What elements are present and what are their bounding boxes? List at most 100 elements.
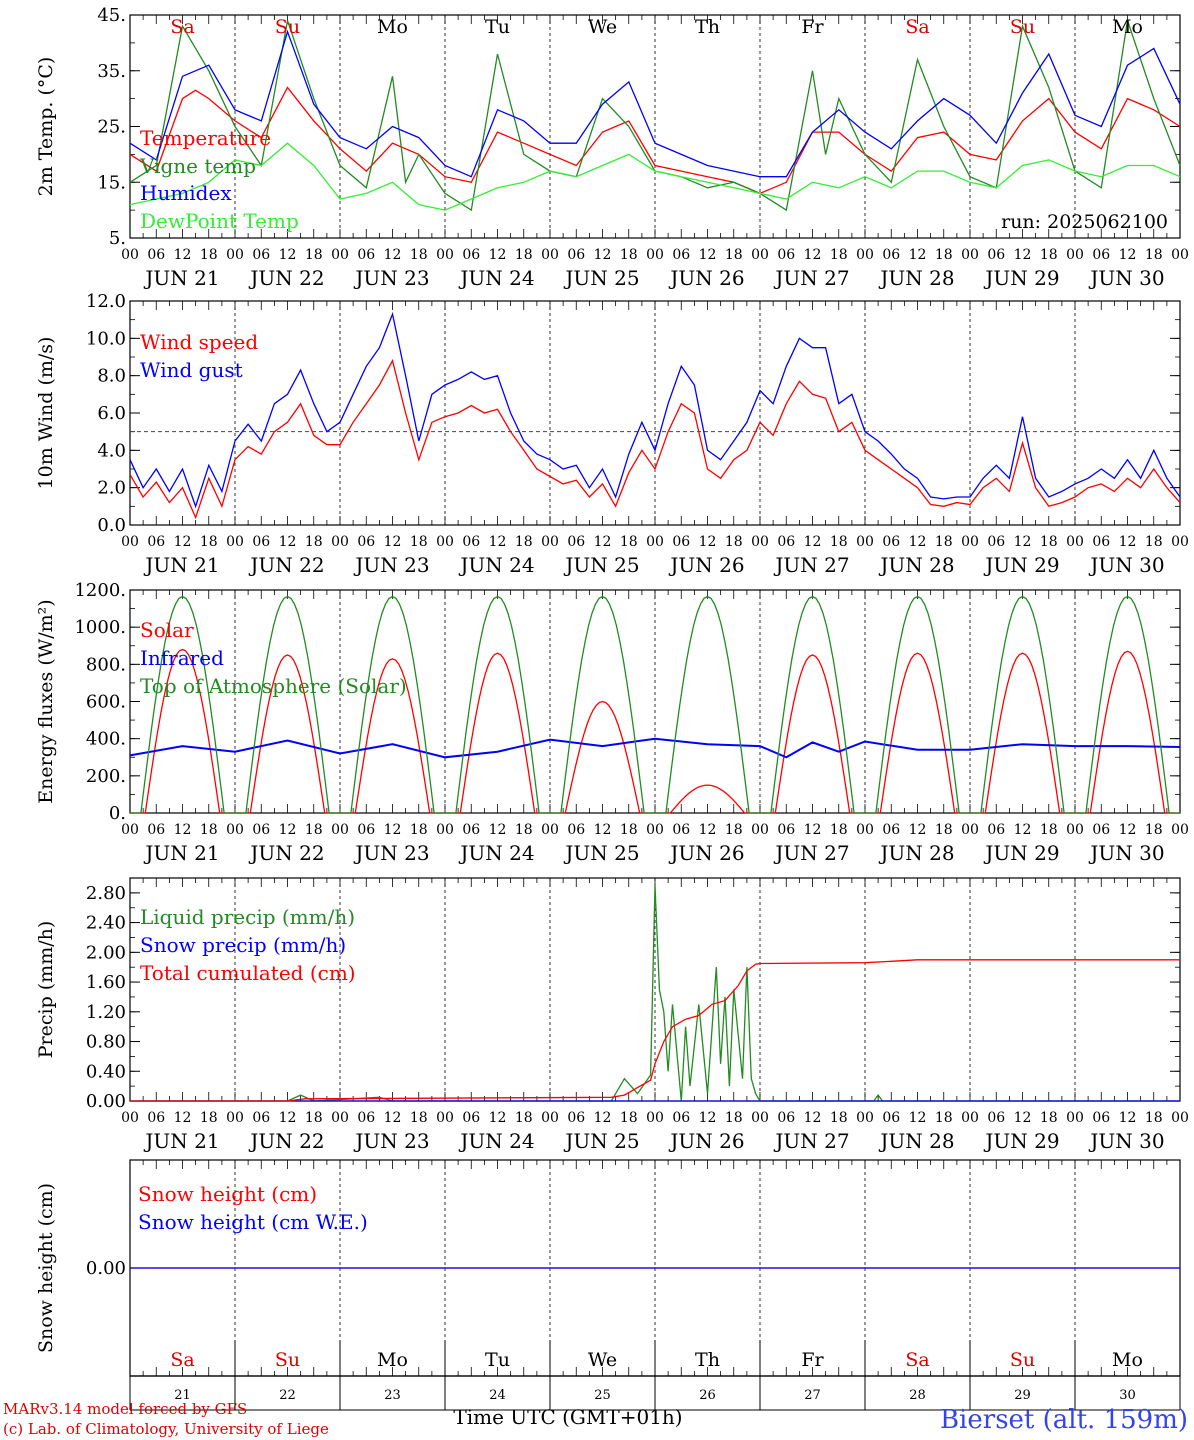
hour-label: 00 <box>1171 534 1189 550</box>
hour-label: 12 <box>1014 822 1032 838</box>
panel-5: 0.00 Snow height (cm) <box>35 1159 1181 1377</box>
hour-label: 06 <box>672 247 690 263</box>
y-tick-label: 400. <box>86 729 126 750</box>
weekday-bottom: Th <box>695 1349 720 1371</box>
hour-label: 18 <box>935 822 953 838</box>
date-label: JUN 25 <box>563 553 639 577</box>
hour-label: 12 <box>279 1110 297 1126</box>
hour-label: 06 <box>1092 247 1110 263</box>
series-total-cumulated-cm <box>130 959 1180 1102</box>
hour-label: 06 <box>777 534 795 550</box>
series-dewpoint-temp <box>129 142 1181 211</box>
hour-label: 00 <box>856 1110 874 1126</box>
weekday-bottom: Su <box>275 1349 300 1371</box>
hour-label: 00 <box>751 822 769 838</box>
hour-label: 06 <box>147 822 165 838</box>
panel-frame <box>129 589 1181 814</box>
hour-label: 00 <box>436 534 454 550</box>
hour-label: 12 <box>909 247 927 263</box>
hour-label: 00 <box>121 822 139 838</box>
hour-label: 00 <box>961 822 979 838</box>
hour-label: 00 <box>646 534 664 550</box>
hour-label: 12 <box>279 534 297 550</box>
series-wind-speed <box>129 358 1181 520</box>
hour-label: 18 <box>935 1110 953 1126</box>
hour-label: 12 <box>699 247 717 263</box>
weekday-top: Su <box>1010 16 1035 38</box>
panel-2: 0.0 2.0 4.0 6.0 8.0 10.0 12.0 10m Wind (m/s) 00 0… <box>35 291 1189 577</box>
hour-label: 12 <box>594 1110 612 1126</box>
series-wind-gust <box>129 311 1181 509</box>
hour-label: 18 <box>305 1110 323 1126</box>
hour-label: 12 <box>699 822 717 838</box>
hour-label: 18 <box>1145 822 1163 838</box>
date-label: JUN 26 <box>668 1129 744 1153</box>
weekday-bottom: Mo <box>377 1349 408 1371</box>
y-tick-label: 0.00 <box>86 1258 126 1279</box>
hour-label: 18 <box>620 247 638 263</box>
hour-label: 18 <box>725 822 743 838</box>
y-tick-label: 12.0 <box>86 291 126 312</box>
date-label: JUN 21 <box>143 841 219 865</box>
hour-label: 06 <box>777 247 795 263</box>
legend-infrared: Infrared <box>140 646 224 670</box>
date-label: JUN 26 <box>668 841 744 865</box>
hour-label: 00 <box>541 822 559 838</box>
station-label: Bierset (alt. 159m) <box>940 1405 1188 1435</box>
hour-label: 06 <box>1092 534 1110 550</box>
hour-label: 00 <box>646 822 664 838</box>
hour-label: 00 <box>961 534 979 550</box>
day-number: 23 <box>384 1388 401 1403</box>
x-axis-title: Time UTC (GMT+01h) <box>453 1405 682 1429</box>
date-label: JUN 30 <box>1088 1129 1164 1153</box>
hour-label: 18 <box>515 822 533 838</box>
date-label: JUN 29 <box>983 841 1059 865</box>
hour-label: 12 <box>174 247 192 263</box>
y-tick-label: 1000. <box>74 617 126 638</box>
date-label: JUN 21 <box>143 266 219 290</box>
date-label: JUN 26 <box>668 266 744 290</box>
y-tick-label: 35. <box>97 61 126 82</box>
legend-humidex: Humidex <box>140 181 232 205</box>
hour-label: 18 <box>830 534 848 550</box>
hour-label: 18 <box>620 1110 638 1126</box>
date-label: JUN 30 <box>1088 553 1164 577</box>
y-tick-label: 2.40 <box>86 913 126 934</box>
legend-toa-solar: Top of Atmosphere (Solar) <box>140 674 407 698</box>
date-label: JUN 22 <box>248 841 324 865</box>
date-label: JUN 23 <box>353 266 429 290</box>
series-top-of-atmosphere-solar <box>130 595 1180 814</box>
legend-dewpoint: DewPoint Temp <box>140 209 299 233</box>
hour-label: 18 <box>410 822 428 838</box>
day-number: 24 <box>489 1388 506 1403</box>
date-label: JUN 23 <box>353 1129 429 1153</box>
hour-label: 06 <box>357 247 375 263</box>
series-vigne-temp <box>129 20 1181 212</box>
panel-frame <box>129 14 1181 239</box>
date-label: JUN 25 <box>563 1129 639 1153</box>
hour-label: 18 <box>725 534 743 550</box>
hour-label: 12 <box>909 534 927 550</box>
day-number: 30 <box>1119 1388 1136 1403</box>
date-label: JUN 30 <box>1088 841 1164 865</box>
hour-label: 12 <box>804 822 822 838</box>
hour-label: 00 <box>121 247 139 263</box>
hour-label: 18 <box>1145 247 1163 263</box>
legend-snow-height-we: Snow height (cm W.E.) <box>138 1210 368 1234</box>
hour-label: 00 <box>1171 822 1189 838</box>
date-label: JUN 22 <box>248 266 324 290</box>
hour-label: 18 <box>1145 534 1163 550</box>
hour-label: 00 <box>856 822 874 838</box>
hour-label: 00 <box>541 1110 559 1126</box>
hour-label: 06 <box>1092 1110 1110 1126</box>
legend-total-cumulated: Total cumulated (cm) <box>140 961 356 985</box>
weekday-bottom: Fr <box>801 1349 824 1371</box>
hour-label: 12 <box>174 1110 192 1126</box>
weekday-top: Su <box>275 16 300 38</box>
hour-label: 06 <box>987 1110 1005 1126</box>
hour-label: 00 <box>331 1110 349 1126</box>
weekday-top: Sa <box>170 16 194 38</box>
date-label: JUN 30 <box>1088 266 1164 290</box>
y-tick-label: 2.00 <box>86 942 126 963</box>
hour-label: 06 <box>147 534 165 550</box>
